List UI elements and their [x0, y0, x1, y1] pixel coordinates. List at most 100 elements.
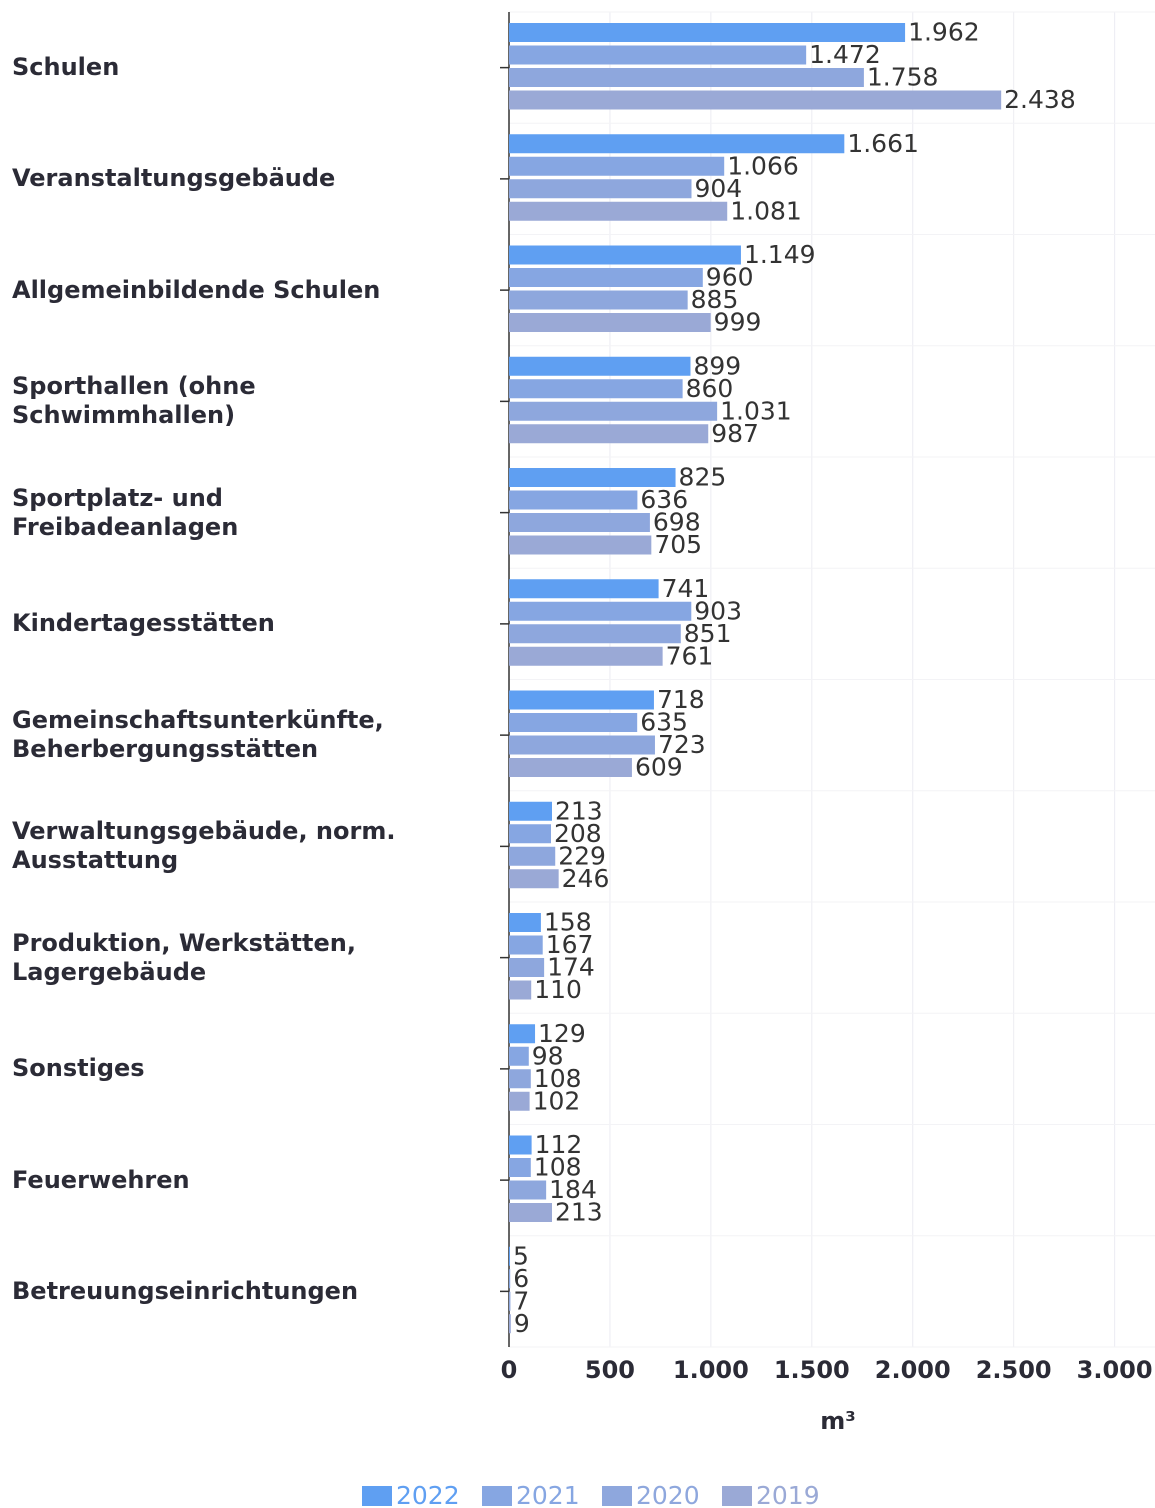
bar: [509, 690, 654, 710]
bar: [509, 646, 663, 666]
bar: [509, 735, 655, 755]
bar: [509, 1203, 552, 1222]
value-label: 899: [693, 351, 741, 380]
value-label: 229: [558, 841, 606, 870]
bar: [509, 1246, 511, 1266]
y-tick-label: Sporthallen (ohne Schwimmhallen): [12, 372, 256, 430]
bar: [509, 513, 650, 532]
value-label: 102: [533, 1086, 581, 1115]
bar: [509, 179, 692, 199]
legend-label: 2020: [636, 1481, 700, 1508]
value-label: 903: [694, 596, 742, 625]
value-label: 904: [694, 174, 742, 203]
x-tick-label: 0: [501, 1356, 518, 1384]
value-label: 7: [513, 1286, 529, 1315]
value-label: 110: [534, 975, 582, 1004]
y-tick-label: Sonstiges: [12, 1054, 145, 1083]
bar: [509, 68, 864, 87]
value-label: 2.438: [1004, 85, 1076, 114]
value-label: 98: [532, 1041, 564, 1070]
bar: [509, 1158, 531, 1177]
bar: [509, 134, 845, 154]
value-label: 246: [562, 864, 610, 893]
y-tick-label: Allgemeinbildende Schulen: [12, 275, 381, 304]
bar: [509, 90, 1002, 110]
value-label: 9: [514, 1309, 530, 1338]
value-label: 761: [666, 641, 714, 670]
value-label: 851: [684, 619, 732, 648]
y-tick-label: Betreuungseinrichtungen: [12, 1276, 359, 1305]
legend-label: 2021: [516, 1481, 580, 1508]
bar: [509, 468, 676, 487]
legend-label: 2019: [756, 1481, 820, 1508]
value-label: 174: [547, 953, 595, 982]
value-label: 960: [706, 263, 754, 292]
bar: [509, 490, 638, 510]
value-label: 6: [513, 1264, 529, 1293]
value-label: 723: [658, 730, 706, 759]
value-label: 609: [635, 753, 683, 782]
y-tick-label: Veranstaltungsgebäude: [12, 164, 336, 193]
bar: [509, 801, 552, 821]
x-tick-label: 1.000: [673, 1356, 749, 1384]
value-label: 698: [653, 508, 701, 537]
y-tick-label: Feuerwehren: [12, 1165, 190, 1194]
x-tick-label: 2.000: [875, 1356, 951, 1384]
value-label: 167: [546, 930, 594, 959]
bar: [509, 824, 551, 844]
bar: [509, 980, 532, 1000]
y-tick-label: Verwaltungsgebäude, norm. Ausstattung: [12, 817, 396, 875]
bar: [509, 1314, 511, 1334]
bar: [509, 1291, 511, 1311]
bar: [509, 1046, 529, 1066]
bar: [509, 1180, 547, 1200]
legend-swatch: [722, 1486, 752, 1506]
value-label: 5: [513, 1241, 529, 1270]
value-label: 741: [662, 574, 710, 603]
legend-label: 2022: [396, 1481, 460, 1508]
bar: [509, 913, 541, 932]
value-label: 999: [714, 308, 762, 337]
legend-swatch: [602, 1486, 632, 1506]
value-label: 158: [544, 908, 592, 937]
value-label: 1.962: [908, 18, 980, 47]
value-label: 987: [711, 419, 759, 448]
bar: [509, 290, 688, 310]
value-label: 208: [554, 819, 602, 848]
bar: [509, 23, 906, 42]
bar: [509, 401, 718, 421]
value-label: 705: [654, 530, 702, 559]
legend-swatch: [362, 1486, 392, 1506]
y-tick-label: Produktion, Werkstätten, Lagergebäude: [12, 928, 356, 986]
bar: [509, 268, 703, 287]
x-tick-label: 2.500: [976, 1356, 1052, 1384]
bar: [509, 579, 659, 599]
bar: [509, 869, 559, 889]
bar: [509, 846, 556, 866]
bar: [509, 356, 691, 376]
bar: [509, 379, 683, 399]
value-label: 718: [657, 685, 705, 714]
value-label: 1.661: [847, 129, 919, 158]
legend-swatch: [482, 1486, 512, 1506]
value-label: 184: [549, 1175, 597, 1204]
y-tick-label: Sportplatz- und Freibadeanlagen: [12, 483, 239, 541]
value-label: 636: [640, 485, 688, 514]
bar: [509, 245, 741, 265]
value-label: 129: [538, 1019, 586, 1048]
value-label: 1.066: [727, 151, 799, 180]
value-label: 860: [686, 374, 734, 403]
value-label: 213: [555, 796, 603, 825]
value-label: 112: [535, 1130, 583, 1159]
value-label: 1.758: [867, 63, 939, 92]
value-label: 885: [691, 285, 739, 314]
bar: [509, 1091, 530, 1111]
bar: [509, 535, 652, 555]
value-label: 1.081: [730, 196, 802, 225]
value-label: 1.031: [720, 396, 792, 425]
value-label: 1.149: [744, 240, 816, 269]
bar: [509, 424, 709, 444]
value-label: 1.472: [809, 40, 881, 69]
x-axis-title: m³: [820, 1407, 856, 1435]
